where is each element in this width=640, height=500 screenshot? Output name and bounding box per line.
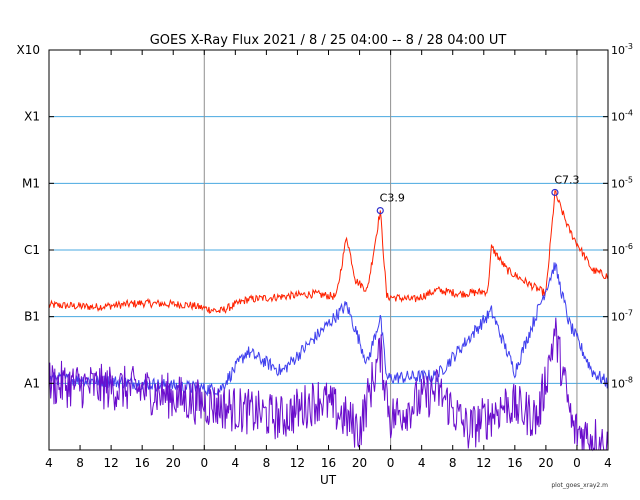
x-tick-label: 0 bbox=[200, 456, 208, 470]
flare-marker bbox=[551, 188, 559, 197]
x-tick-label: 16 bbox=[507, 456, 522, 470]
class-label: X10 bbox=[17, 43, 41, 57]
power-label: 10-3 bbox=[611, 42, 633, 57]
x-tick-label: 12 bbox=[290, 456, 305, 470]
flare-marker bbox=[376, 206, 384, 215]
power-label: 10-7 bbox=[611, 309, 633, 324]
series-line-1 bbox=[48, 190, 609, 314]
x-tick-label: 4 bbox=[232, 456, 240, 470]
x-tick-label: 12 bbox=[103, 456, 118, 470]
left-class-labels: X10 X1 M1 C1 B1 A1 bbox=[17, 43, 54, 390]
footer-label: plot_goes_xray2.m bbox=[551, 482, 608, 489]
chart-title: GOES X-Ray Flux 2021 / 8 / 25 04:00 -- 8… bbox=[150, 33, 507, 48]
x-tick-label: 20 bbox=[538, 456, 553, 470]
flare-label: C7.3 bbox=[554, 173, 579, 186]
class-label: M1 bbox=[22, 176, 40, 190]
x-tick-label: 20 bbox=[166, 456, 181, 470]
series-line-2 bbox=[48, 262, 609, 398]
series-group bbox=[48, 190, 609, 452]
power-label: 10-6 bbox=[611, 242, 633, 257]
x-tick-label: 12 bbox=[476, 456, 491, 470]
class-label: X1 bbox=[24, 110, 40, 124]
right-tick-labels: 10-3 10-4 10-5 10-6 10-7 10-8 bbox=[603, 42, 633, 390]
power-label: 10-4 bbox=[611, 109, 633, 124]
class-label: A1 bbox=[24, 376, 40, 390]
grid bbox=[49, 116, 608, 384]
series-line-3 bbox=[48, 317, 609, 452]
x-axis-ticks: 4 8 12 16 20 0 4 8 12 16 20 0 4 8 12 16 20 0 4 bbox=[45, 50, 612, 470]
x-tick-label: 8 bbox=[263, 456, 271, 470]
flare-label: C3.9 bbox=[380, 192, 405, 205]
x-tick-label: 0 bbox=[573, 456, 581, 470]
x-tick-label: 4 bbox=[418, 456, 426, 470]
x-tick-label: 8 bbox=[449, 456, 457, 470]
x-tick-label: 0 bbox=[387, 456, 395, 470]
class-label: C1 bbox=[24, 243, 40, 257]
x-tick-label: 4 bbox=[604, 456, 612, 470]
annotations: C3.9 C7.3 bbox=[376, 173, 580, 215]
x-tick-label: 16 bbox=[321, 456, 336, 470]
x-axis-label: UT bbox=[320, 473, 337, 487]
x-tick-label: 20 bbox=[352, 456, 367, 470]
power-label: 10-8 bbox=[611, 375, 633, 390]
x-tick-label: 4 bbox=[45, 456, 53, 470]
class-label: B1 bbox=[24, 310, 40, 324]
power-label: 10-5 bbox=[611, 175, 633, 190]
x-tick-label: 8 bbox=[76, 456, 84, 470]
x-tick-label: 16 bbox=[135, 456, 150, 470]
